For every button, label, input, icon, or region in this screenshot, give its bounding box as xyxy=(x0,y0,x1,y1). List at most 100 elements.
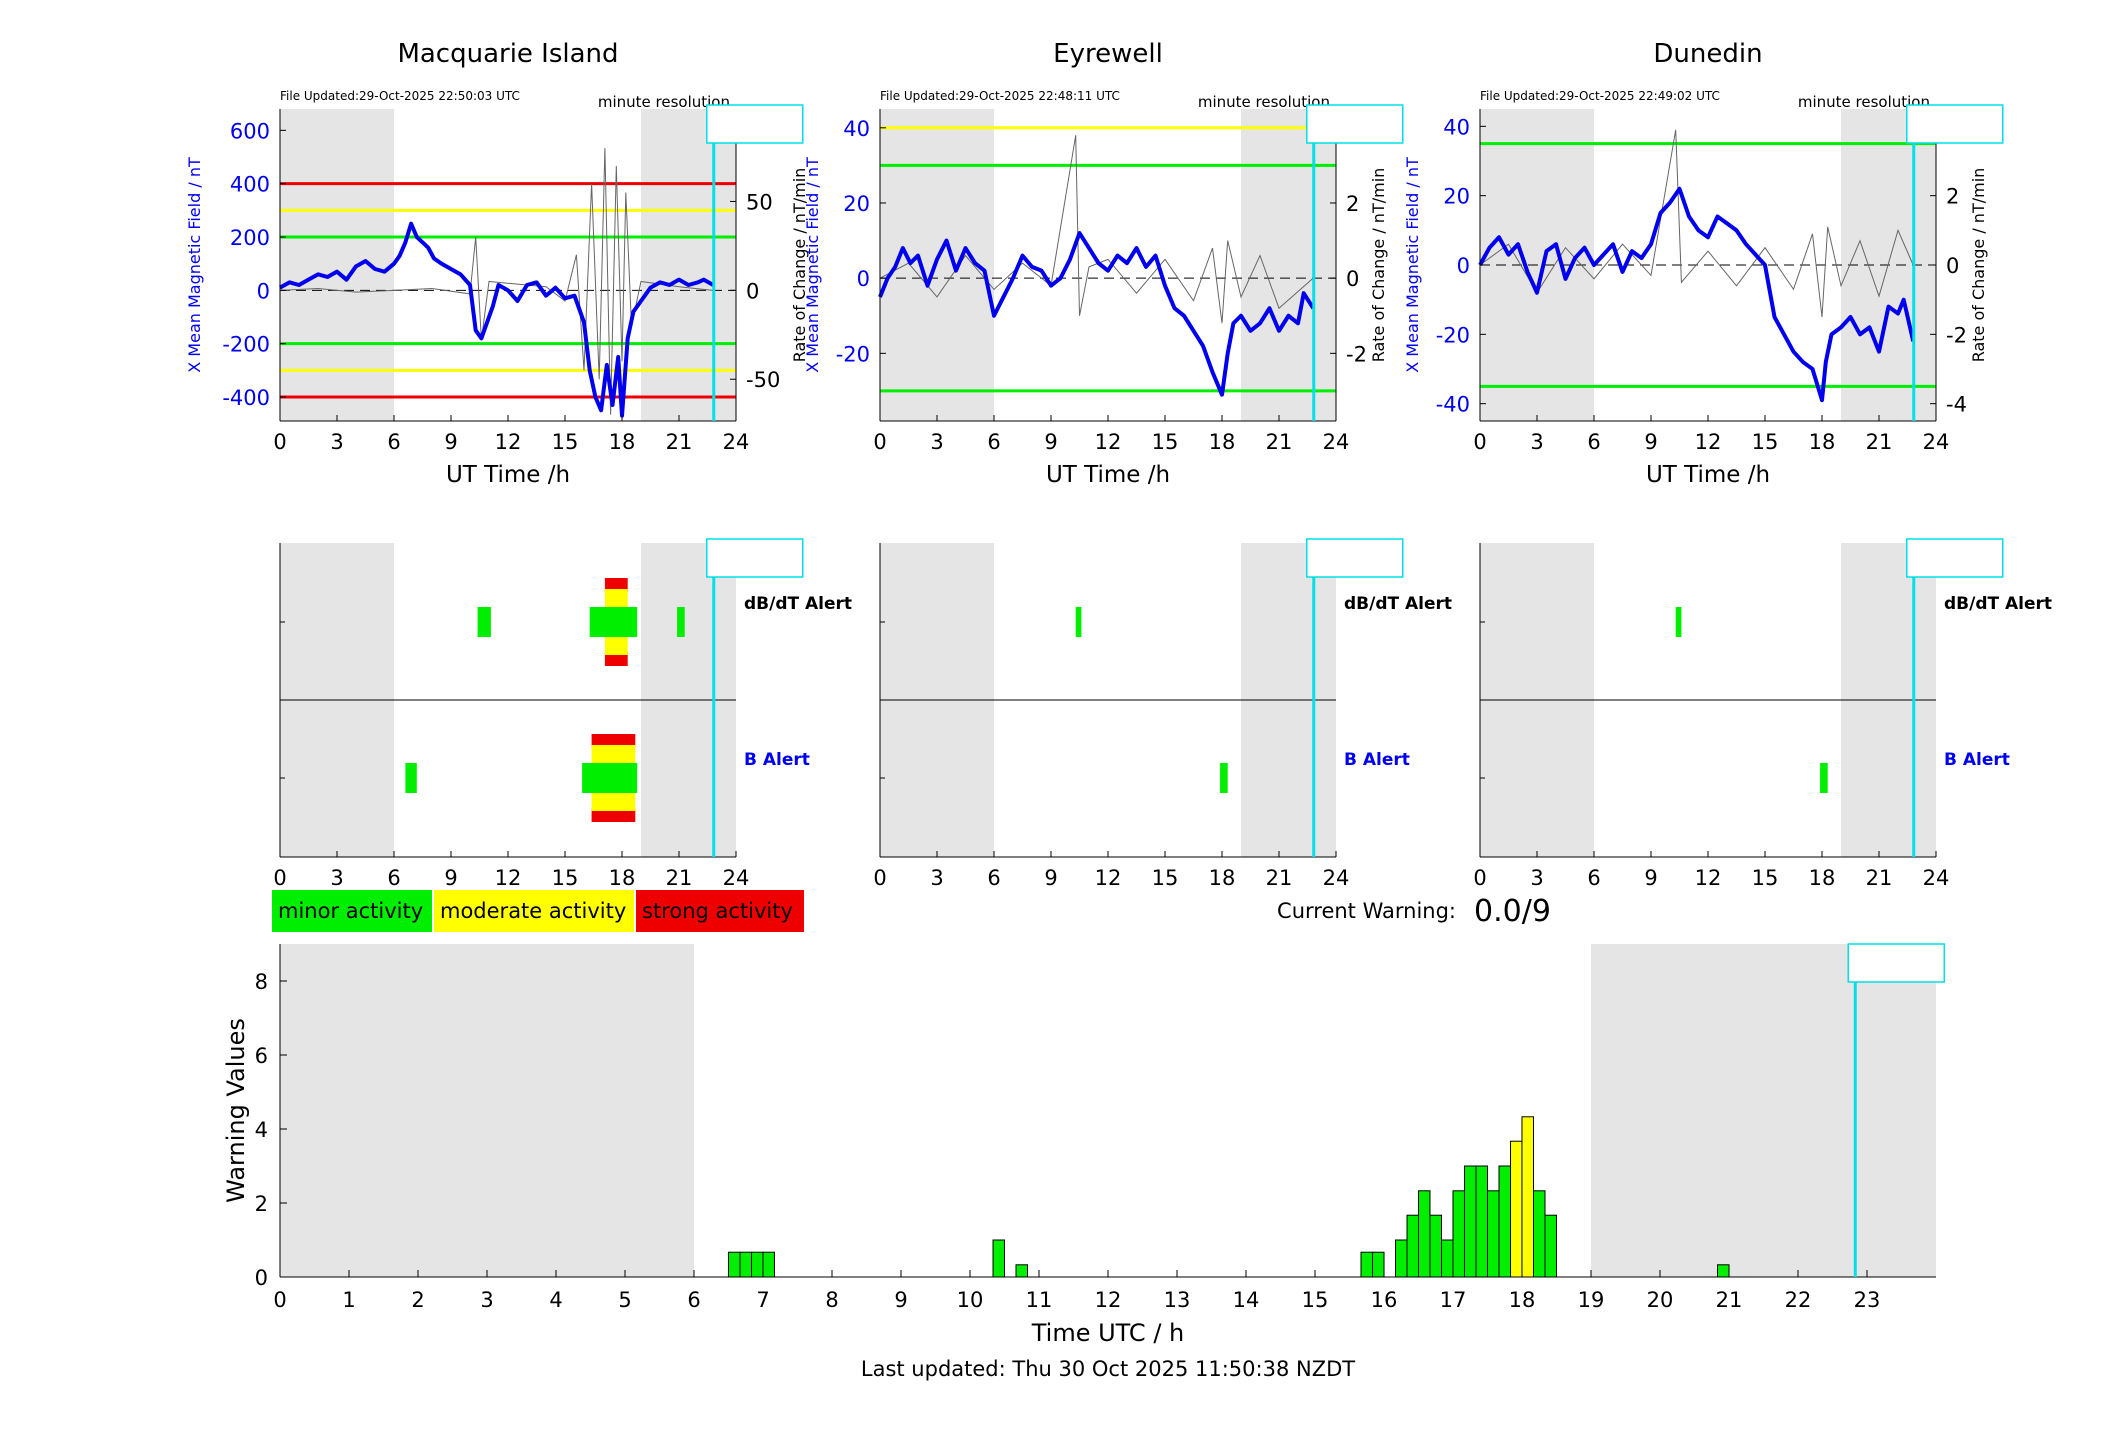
x-tick-label: 0 xyxy=(1473,430,1486,454)
file-updated-text: File Updated:29-Oct-2025 22:49:02 UTC xyxy=(1480,89,1720,103)
legend-label-strong: strong activity xyxy=(642,899,793,923)
time-now-marker xyxy=(706,104,804,144)
night-band xyxy=(1241,109,1336,421)
night-band xyxy=(1591,944,1936,1277)
time-now-marker-box xyxy=(1906,538,2004,578)
x-tick-label: 18 xyxy=(609,430,636,454)
x-tick-label: 21 xyxy=(1266,430,1293,454)
y-left-tick-label: 0 xyxy=(257,279,270,303)
b-alert-label: B Alert xyxy=(1344,750,1410,770)
y-right-tick-label: -4 xyxy=(1946,393,1967,417)
resolution-text: minute resolution xyxy=(1198,93,1330,111)
x-tick-label: 3 xyxy=(330,430,343,454)
x-tick-label: 0 xyxy=(873,866,886,890)
time-now-marker xyxy=(706,538,804,578)
x-tick-label: 15 xyxy=(1752,430,1779,454)
warning-bar xyxy=(1498,1165,1512,1278)
y-axis-label: Warning Values xyxy=(222,1018,250,1203)
x-tick-label: 13 xyxy=(1164,1288,1191,1312)
current-warning-value: 0.0/9 xyxy=(1474,894,1551,929)
night-band xyxy=(641,109,736,421)
warning-bar xyxy=(1441,1239,1454,1278)
y-left-tick-label: 0 xyxy=(1457,254,1470,278)
time-now-marker-box xyxy=(1906,104,2004,144)
y-tick-label: 2 xyxy=(255,1192,268,1216)
warning-bar xyxy=(739,1251,753,1278)
warning-bar xyxy=(1717,1264,1730,1278)
b-alert-bar-strong xyxy=(591,734,636,748)
field-panel-3: Dunedin File Updated:29-Oct-2025 22:49:02… xyxy=(1403,39,1988,488)
y-right-tick-label: 0 xyxy=(1946,254,1959,278)
x-tick-label: 20 xyxy=(1647,1288,1674,1312)
x-tick-label: 21 xyxy=(1866,866,1893,890)
x-tick-label: 15 xyxy=(552,430,579,454)
x-tick-label: 12 xyxy=(1095,866,1122,890)
x-tick-label: 0 xyxy=(273,1288,286,1312)
x-tick-label: 12 xyxy=(1695,866,1722,890)
x-tick-label: 6 xyxy=(1587,430,1600,454)
x-tick-label: 21 xyxy=(1716,1288,1743,1312)
x-tick-label: 4 xyxy=(549,1288,562,1312)
warning-bar xyxy=(1521,1116,1534,1278)
x-tick-label: 6 xyxy=(987,430,1000,454)
file-updated-text: File Updated:29-Oct-2025 22:48:11 UTC xyxy=(880,89,1120,103)
warning-bar xyxy=(1015,1264,1029,1278)
y-left-tick-label: -200 xyxy=(222,333,270,357)
alert-panel-1: dB/dT Alert B Alert 0 3 6 9 12 15 18 21 24 xyxy=(273,543,852,890)
x-tick-label: 9 xyxy=(1044,866,1057,890)
x-tick-label: 10 xyxy=(957,1288,984,1312)
resolution-text: minute resolution xyxy=(598,93,730,111)
b-alert-label: B Alert xyxy=(1944,750,2010,770)
warning-bar xyxy=(1429,1214,1443,1278)
activity-legend: minor activity moderate activity strong ac… xyxy=(272,890,804,932)
y-left-tick-label: 600 xyxy=(230,119,270,143)
warning-bar xyxy=(727,1251,741,1278)
warning-bar xyxy=(1510,1140,1523,1278)
x-tick-label: 9 xyxy=(444,866,457,890)
x-tick-label: 24 xyxy=(1323,430,1350,454)
dbdt-alert-bar-minor xyxy=(589,607,638,637)
station-title: Dunedin xyxy=(1653,39,1762,69)
warning-bar xyxy=(1394,1239,1408,1278)
y-tick-label: 4 xyxy=(255,1118,268,1142)
x-tick-label: 7 xyxy=(756,1288,769,1312)
b-alert-bar-minor xyxy=(582,763,638,793)
dbdt-alert-bar-minor xyxy=(477,607,491,637)
magnetic-field-series xyxy=(279,221,715,418)
x-tick-label: 24 xyxy=(1323,866,1350,890)
warning-bar xyxy=(762,1251,775,1278)
x-tick-label: 1 xyxy=(342,1288,355,1312)
alert-panel-2: dB/dT Alert B Alert 0 3 6 9 12 15 18 21 24 xyxy=(873,543,1452,890)
x-tick-label: 18 xyxy=(1809,866,1836,890)
warning-bar xyxy=(1486,1190,1500,1278)
x-tick-label: 18 xyxy=(1509,1288,1536,1312)
time-now-marker xyxy=(1847,943,1946,983)
y-right-axis-label: Rate of Change / nT/min xyxy=(790,168,809,363)
alert-panel-3: dB/dT Alert B Alert 0 3 6 9 12 15 18 21 24 xyxy=(1473,543,2052,890)
x-tick-label: 6 xyxy=(987,866,1000,890)
x-tick-label: 12 xyxy=(495,866,522,890)
dbdt-alert-bar-minor xyxy=(677,607,685,637)
field-panel-2: Eyrewell File Updated:29-Oct-2025 22:48:1… xyxy=(803,39,1388,488)
x-axis-label: Time UTC / h xyxy=(1031,1319,1185,1347)
x-tick-label: 3 xyxy=(1530,866,1543,890)
x-tick-label: 12 xyxy=(1695,430,1722,454)
x-tick-label: 0 xyxy=(273,866,286,890)
y-right-tick-label: 2 xyxy=(1346,192,1359,216)
y-right-tick-label: -2 xyxy=(1946,323,1967,347)
x-tick-label: 11 xyxy=(1026,1288,1053,1312)
dbdt-alert-label: dB/dT Alert xyxy=(1944,594,2052,614)
dbdt-alert-bar-strong xyxy=(604,652,628,666)
x-tick-label: 3 xyxy=(330,866,343,890)
file-updated-text: File Updated:29-Oct-2025 22:50:03 UTC xyxy=(280,89,520,103)
x-tick-label: 15 xyxy=(1752,866,1779,890)
time-now-marker-box xyxy=(706,538,804,578)
x-tick-label: 12 xyxy=(1095,430,1122,454)
legend-label-moderate: moderate activity xyxy=(440,899,626,923)
y-left-tick-label: 200 xyxy=(230,226,270,250)
x-tick-label: 24 xyxy=(723,866,750,890)
dbdt-alert-bar-minor xyxy=(1675,607,1682,637)
x-tick-label: 18 xyxy=(1809,430,1836,454)
x-tick-label: 15 xyxy=(552,866,579,890)
